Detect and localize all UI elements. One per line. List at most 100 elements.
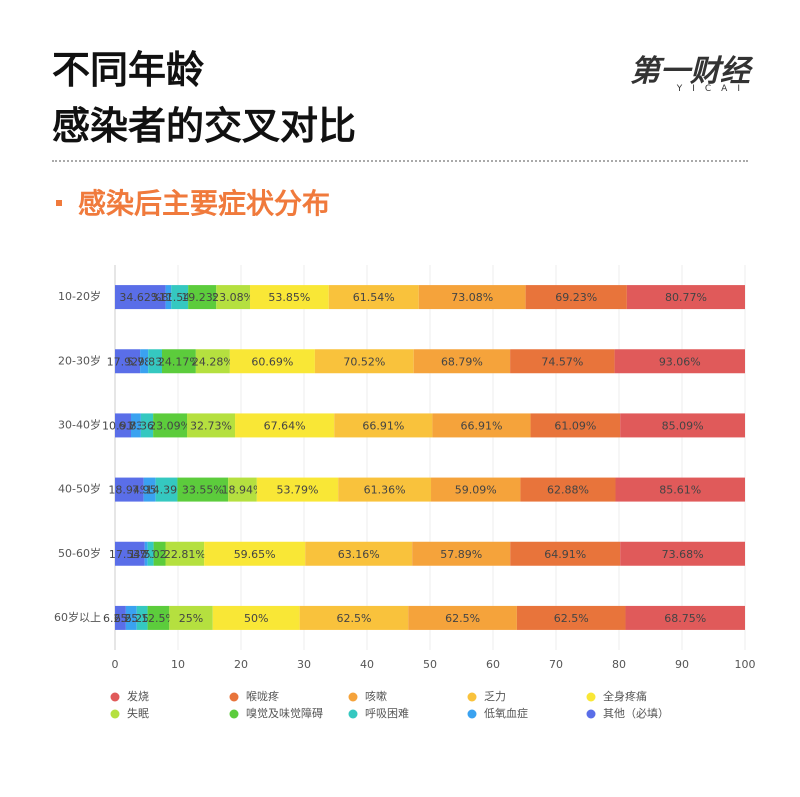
bar-segment <box>216 285 251 310</box>
value-label: 19.23% <box>181 291 223 304</box>
y-tick-label: 30-40岁 <box>58 417 101 431</box>
x-tick-label: 30 <box>297 658 311 671</box>
bar-segment <box>510 349 615 374</box>
bar-segment <box>615 477 745 502</box>
legend-label: 其他（必填） <box>603 706 669 720</box>
legend-label: 乏力 <box>484 690 506 703</box>
value-label: 62.88% <box>547 484 589 497</box>
value-label: 63.16% <box>338 548 380 561</box>
bar-segment <box>328 285 419 310</box>
value-label: 62.5% <box>336 612 371 625</box>
value-label: 59.65% <box>234 548 276 561</box>
value-label: 53.79% <box>277 484 319 497</box>
value-label: 73.68% <box>662 548 704 561</box>
value-label: 14.39% <box>146 484 188 497</box>
y-tick-label: 50-60岁 <box>58 546 101 560</box>
legend-label: 嗅觉及味觉障碍 <box>246 706 323 720</box>
bar-segment <box>115 605 126 630</box>
bar-segment <box>413 349 511 374</box>
bar-segment <box>140 349 149 374</box>
x-tick-label: 40 <box>360 658 374 671</box>
bar-segment <box>195 349 230 374</box>
bar-segment <box>250 285 329 310</box>
bar-segment <box>418 285 526 310</box>
value-label: 68.75% <box>664 612 706 625</box>
value-label: 85.61% <box>659 484 701 497</box>
legend-label: 喉咙疼 <box>246 689 279 703</box>
x-tick-label: 80 <box>612 658 626 671</box>
value-label: 18.94% <box>222 484 264 497</box>
bar-segment <box>153 541 166 566</box>
value-label: 50% <box>244 612 268 625</box>
legend-swatch <box>467 709 477 719</box>
bar-segment <box>510 541 621 566</box>
bar-segment <box>165 541 205 566</box>
x-tick-label: 70 <box>549 658 563 671</box>
legend-swatch <box>110 692 120 702</box>
value-label: 61.54% <box>353 291 395 304</box>
value-label: 66.91% <box>362 419 404 432</box>
bar-segment <box>125 605 137 630</box>
value-label: 17.54% <box>109 548 151 561</box>
value-label: 33.55% <box>182 484 224 497</box>
value-label: 24.17% <box>158 355 200 368</box>
bar-segment <box>136 605 148 630</box>
x-tick-label: 0 <box>112 658 119 671</box>
subtitle: 感染后主要症状分布 <box>78 187 331 220</box>
value-label: 61.36% <box>364 484 406 497</box>
value-label: 23.09% <box>149 419 191 432</box>
value-label: 60.69% <box>251 355 293 368</box>
value-label: 17.92% <box>107 355 149 368</box>
bar-segment <box>131 413 141 438</box>
bar-segment <box>147 541 154 566</box>
bar-segment <box>153 413 188 438</box>
legend-label: 咳嗽 <box>365 689 387 703</box>
bar-segment <box>620 413 745 438</box>
bar-segment <box>314 349 414 374</box>
legend-label: 呼吸困难 <box>365 707 409 720</box>
bar-segment <box>204 541 306 566</box>
bar-segment <box>171 285 189 310</box>
value-label: 74.57% <box>541 355 583 368</box>
bar-segment <box>169 605 213 630</box>
title-line: 感染者的交叉对比 <box>52 104 357 148</box>
y-tick-label: 60岁以上 <box>54 610 101 624</box>
legend-label: 发烧 <box>127 689 149 703</box>
divider <box>52 160 748 162</box>
bar-segment <box>530 413 621 438</box>
x-tick-label: 10 <box>171 658 185 671</box>
bar-segment <box>305 541 413 566</box>
value-label: 67.64% <box>264 419 306 432</box>
legend-label: 低氧血症 <box>484 706 528 720</box>
value-label: 66.91% <box>461 419 503 432</box>
bar-segment <box>144 541 148 566</box>
bar-segment <box>412 541 511 566</box>
legend-swatch <box>229 692 239 702</box>
y-tick-label: 20-30岁 <box>58 353 101 367</box>
bar-segment <box>338 477 432 502</box>
bar-segment <box>212 605 300 630</box>
bar-segment <box>620 541 745 566</box>
legend-swatch <box>586 709 596 719</box>
x-tick-label: 20 <box>234 658 248 671</box>
value-label: 24.28% <box>192 355 234 368</box>
legend-label: 全身疼痛 <box>603 689 647 703</box>
bar-segment <box>334 413 433 438</box>
value-label: 53.85% <box>268 291 310 304</box>
bar-segment <box>161 349 196 374</box>
bar-segment <box>187 413 236 438</box>
bar-segment <box>525 285 627 310</box>
bar-segment <box>155 477 178 502</box>
value-label: 62.5% <box>445 612 480 625</box>
x-tick-label: 90 <box>675 658 689 671</box>
value-label: 59.09% <box>455 484 497 497</box>
x-tick-label: 60 <box>486 658 500 671</box>
bar-segment <box>165 285 172 310</box>
legend-swatch <box>586 692 596 702</box>
bar-segment <box>140 413 154 438</box>
value-label: 34.62% <box>119 291 161 304</box>
bar-segment <box>432 413 531 438</box>
logo: 第一财经 <box>630 54 750 89</box>
